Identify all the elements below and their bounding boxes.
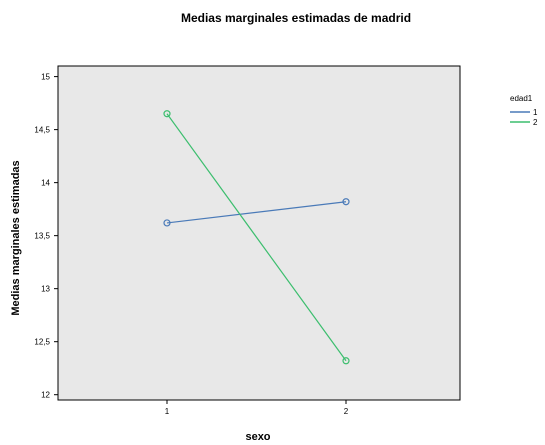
x-axis-title: sexo bbox=[245, 431, 270, 443]
legend: edad1 12 bbox=[510, 94, 538, 127]
data-point bbox=[163, 219, 171, 227]
y-axis-title: Medias marginales estimadas bbox=[10, 160, 22, 315]
y-tick-label: 15 bbox=[41, 73, 50, 82]
y-axis: 12 12,5 13 13,5 14 14,5 15 bbox=[34, 73, 58, 400]
y-tick-label: 14,5 bbox=[34, 126, 50, 135]
legend-label: 1 bbox=[533, 108, 538, 117]
data-point bbox=[342, 198, 350, 206]
y-tick-label: 12,5 bbox=[34, 338, 50, 347]
y-tick-label: 12 bbox=[41, 391, 50, 400]
series-layer bbox=[163, 110, 350, 365]
chart-title: Medias marginales estimadas de madrid bbox=[181, 11, 411, 25]
data-point bbox=[163, 110, 171, 118]
legend-title: edad1 bbox=[510, 94, 533, 103]
x-tick-label: 2 bbox=[344, 407, 349, 416]
plot-area bbox=[57, 65, 461, 401]
y-tick-label: 14 bbox=[41, 179, 50, 188]
series-line bbox=[166, 201, 347, 224]
legend-label: 2 bbox=[533, 118, 538, 127]
series-line bbox=[166, 113, 347, 362]
y-tick-label: 13 bbox=[41, 285, 50, 294]
y-tick-label: 13,5 bbox=[34, 232, 50, 241]
x-tick-label: 1 bbox=[165, 407, 170, 416]
data-point bbox=[342, 357, 350, 365]
